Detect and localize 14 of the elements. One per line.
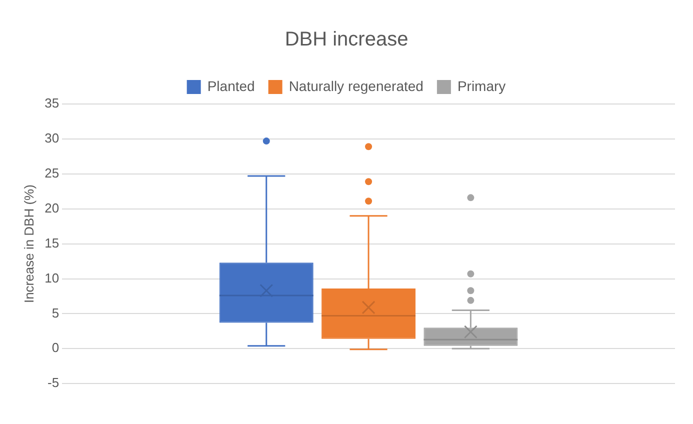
y-tick-label: 0 [52,340,60,356]
legend-label: Naturally regenerated [288,78,424,94]
legend-label: Primary [457,78,506,94]
y-tick-label: 25 [44,165,60,180]
y-tick-label: 30 [44,130,60,146]
legend-label: Planted [207,78,255,94]
y-tick-label: -5 [47,375,60,390]
y-tick-label: 15 [44,235,60,250]
y-tick-label: 35 [44,96,60,111]
y-tick-label: 20 [44,200,60,216]
y-tick-label: 5 [52,305,60,320]
chart-title: DBH increase [284,28,408,51]
y-axis-title: Increase in DBH (%) [21,184,36,304]
y-tick-label: 10 [44,270,60,286]
